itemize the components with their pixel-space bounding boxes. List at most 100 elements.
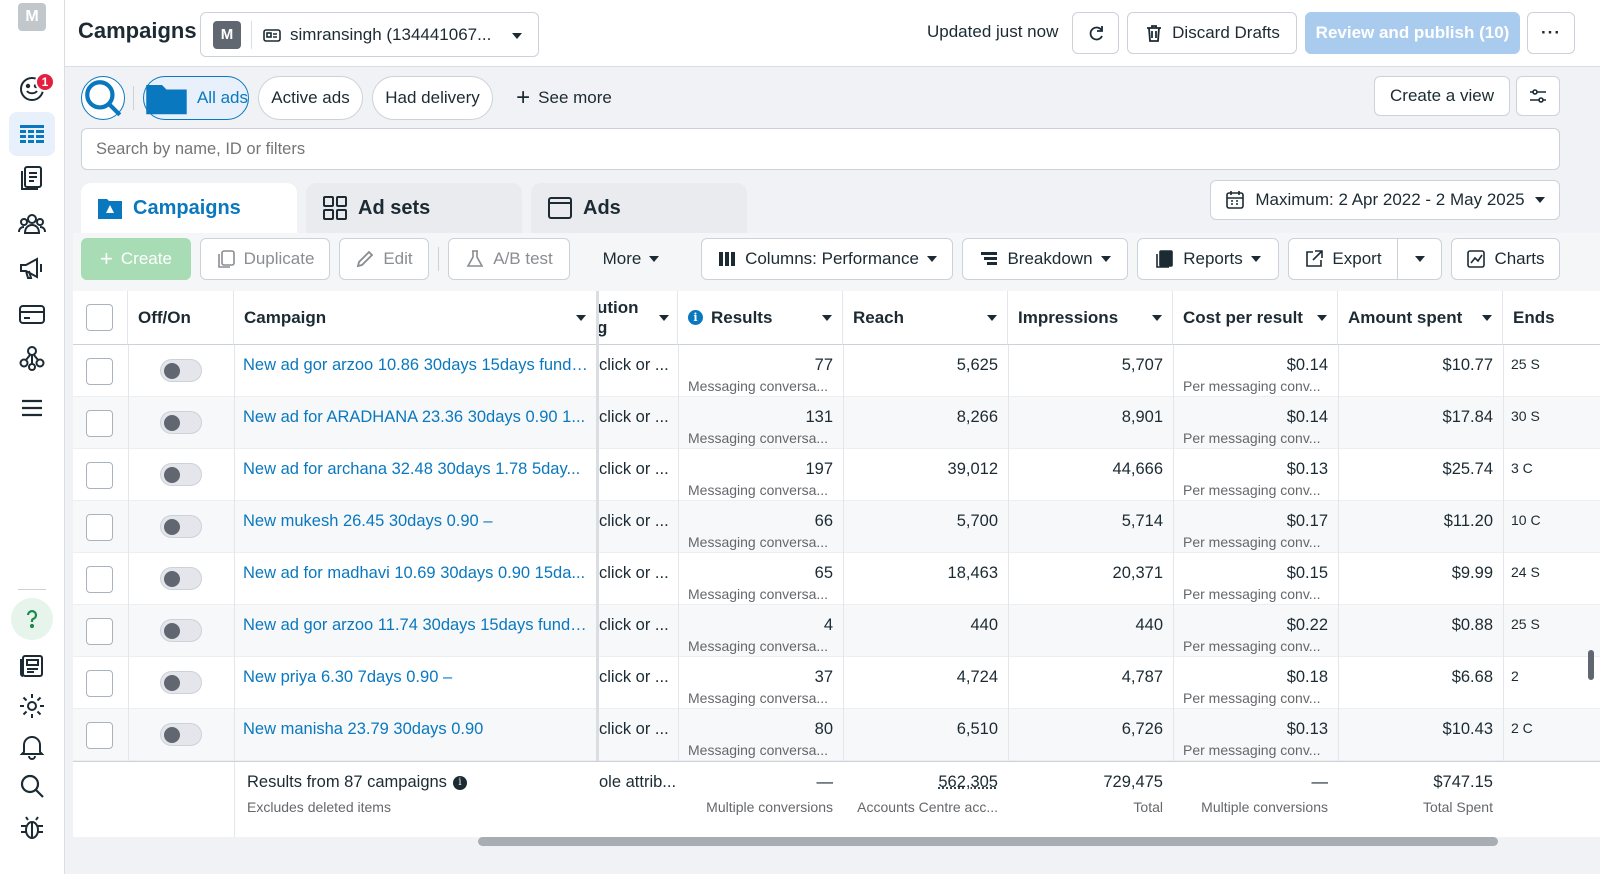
column-header-results[interactable]: i Results bbox=[678, 291, 843, 345]
column-header-attribution[interactable]: ution g bbox=[597, 291, 678, 345]
footer-summary: Results from 87 campaigns i bbox=[247, 773, 467, 792]
amount-spent-cell: $25.74 bbox=[1442, 460, 1493, 478]
pages-icon[interactable] bbox=[9, 156, 55, 200]
columns-icon bbox=[719, 252, 736, 266]
campaigns-folder-icon bbox=[98, 199, 122, 219]
create-view-button[interactable]: Create a view bbox=[1374, 76, 1510, 116]
campaign-toggle[interactable] bbox=[160, 567, 202, 590]
campaign-toggle[interactable] bbox=[160, 359, 202, 382]
row-checkbox[interactable] bbox=[86, 514, 113, 541]
export-options-button[interactable] bbox=[1397, 238, 1442, 280]
column-header-ends[interactable]: Ends bbox=[1503, 291, 1600, 345]
campaign-name-link[interactable]: New ad for archana 32.48 30days 1.78 5da… bbox=[243, 460, 581, 478]
billing-card-icon[interactable] bbox=[9, 292, 55, 336]
campaign-toggle[interactable] bbox=[160, 619, 202, 642]
column-header-reach[interactable]: Reach bbox=[843, 291, 1008, 345]
reports-button[interactable]: Reports bbox=[1137, 238, 1279, 280]
create-button[interactable]: + Create bbox=[81, 238, 191, 280]
vertical-scrollbar[interactable] bbox=[1588, 650, 1594, 680]
news-feed-icon[interactable] bbox=[9, 644, 55, 688]
campaign-toggle[interactable] bbox=[160, 671, 202, 694]
results-cell: 37 Messaging conversa... bbox=[678, 657, 843, 709]
campaign-name-link[interactable]: New ad for ARADHANA 23.36 30days 0.90 1.… bbox=[243, 408, 586, 426]
row-checkbox[interactable] bbox=[86, 566, 113, 593]
meta-logo[interactable]: M bbox=[18, 3, 46, 31]
search-input[interactable] bbox=[81, 128, 1560, 170]
row-checkbox[interactable] bbox=[86, 722, 113, 749]
filter-active-ads[interactable]: Active ads bbox=[258, 76, 363, 120]
breakdown-icon bbox=[981, 252, 998, 265]
report-bug-icon[interactable] bbox=[9, 806, 55, 850]
refresh-button[interactable] bbox=[1072, 12, 1119, 54]
columns-button[interactable]: Columns: Performance bbox=[701, 238, 953, 280]
column-separator bbox=[1338, 345, 1339, 761]
table-row[interactable]: New ad gor arzoo 11.74 30days 15days fun… bbox=[73, 605, 1600, 657]
tab-campaigns[interactable]: Campaigns bbox=[81, 183, 297, 233]
search-toggle-button[interactable] bbox=[81, 76, 125, 120]
campaign-toggle[interactable] bbox=[160, 515, 202, 538]
table-row[interactable]: New ad for madhavi 10.69 30days 0.90 15d… bbox=[73, 553, 1600, 605]
campaign-toggle[interactable] bbox=[160, 411, 202, 434]
business-network-icon[interactable] bbox=[9, 336, 55, 380]
table-row[interactable]: New ad for ARADHANA 23.36 30days 0.90 1.… bbox=[73, 397, 1600, 449]
row-checkbox[interactable] bbox=[86, 462, 113, 489]
review-and-publish-button[interactable]: Review and publish (10) bbox=[1305, 12, 1520, 54]
campaign-name-link[interactable]: New ad gor arzoo 10.86 30days 15days fun… bbox=[243, 356, 588, 374]
table-row[interactable]: New manisha 23.79 30days 0.90 click or ..… bbox=[73, 709, 1600, 761]
help-icon[interactable] bbox=[11, 598, 53, 640]
column-header-off-on[interactable]: Off/On bbox=[128, 291, 234, 345]
amount-spent-cell: $11.20 bbox=[1443, 512, 1493, 530]
settings-gear-icon[interactable] bbox=[9, 684, 55, 728]
row-checkbox[interactable] bbox=[86, 670, 113, 697]
campaign-name-link[interactable]: New mukesh 26.45 30days 0.90 – bbox=[243, 512, 493, 530]
campaigns-table-icon[interactable] bbox=[9, 112, 55, 156]
info-icon[interactable]: i bbox=[452, 775, 467, 790]
campaign-toggle[interactable] bbox=[160, 463, 202, 486]
date-range-picker[interactable]: Maximum: 2 Apr 2022 - 2 May 2025 bbox=[1210, 180, 1560, 220]
duplicate-icon bbox=[217, 250, 235, 268]
row-checkbox[interactable] bbox=[86, 618, 113, 645]
filter-all-ads[interactable]: All ads bbox=[143, 76, 249, 120]
campaign-name-link[interactable]: New ad for madhavi 10.69 30days 0.90 15d… bbox=[243, 564, 586, 582]
footer-reach[interactable]: 562,305 bbox=[938, 773, 998, 791]
results-cell: 4 Messaging conversa... bbox=[678, 605, 843, 657]
table-row[interactable]: New priya 6.30 7days 0.90 – click or ... 3… bbox=[73, 657, 1600, 709]
campaign-name-link[interactable]: New manisha 23.79 30days 0.90 bbox=[243, 720, 484, 738]
search-icon[interactable] bbox=[9, 764, 55, 808]
notifications-bell-icon[interactable] bbox=[9, 724, 55, 768]
filter-had-delivery[interactable]: Had delivery bbox=[372, 76, 493, 120]
column-header-campaign[interactable]: Campaign bbox=[234, 291, 597, 345]
breakdown-button[interactable]: Breakdown bbox=[962, 238, 1128, 280]
more-actions-button[interactable]: More bbox=[581, 238, 681, 280]
discard-drafts-button[interactable]: Discard Drafts bbox=[1127, 12, 1297, 54]
ab-test-button[interactable]: A/B test bbox=[448, 238, 570, 280]
select-all-checkbox[interactable] bbox=[86, 304, 113, 331]
table-row[interactable]: New mukesh 26.45 30days 0.90 – click or .… bbox=[73, 501, 1600, 553]
tab-ad-sets[interactable]: Ad sets bbox=[306, 183, 522, 233]
tab-ads[interactable]: Ads bbox=[531, 183, 747, 233]
audiences-icon[interactable] bbox=[9, 202, 55, 246]
duplicate-button[interactable]: Duplicate bbox=[200, 238, 330, 280]
all-tools-menu-icon[interactable] bbox=[9, 386, 55, 430]
table-row[interactable]: New ad for archana 32.48 30days 1.78 5da… bbox=[73, 449, 1600, 501]
edit-button[interactable]: Edit bbox=[339, 238, 429, 280]
export-button[interactable]: Export bbox=[1288, 238, 1398, 280]
campaign-name-link[interactable]: New priya 6.30 7days 0.90 – bbox=[243, 668, 453, 686]
column-header-amount-spent[interactable]: Amount spent bbox=[1338, 291, 1503, 345]
see-more-filters-button[interactable]: + See more bbox=[516, 84, 612, 111]
horizontal-scrollbar[interactable] bbox=[478, 837, 1498, 846]
info-icon[interactable]: i bbox=[688, 310, 703, 325]
campaign-toggle[interactable] bbox=[160, 723, 202, 746]
account-selector[interactable]: M simransingh (134441067... bbox=[200, 12, 539, 57]
advertising-megaphone-icon[interactable] bbox=[9, 246, 55, 290]
row-checkbox[interactable] bbox=[86, 358, 113, 385]
column-header-impressions[interactable]: Impressions bbox=[1008, 291, 1173, 345]
column-header-cost-per-result[interactable]: Cost per result bbox=[1173, 291, 1338, 345]
charts-button[interactable]: Charts bbox=[1451, 238, 1560, 280]
ends-cell: 25 S bbox=[1511, 616, 1540, 632]
more-options-button[interactable]: ··· bbox=[1527, 12, 1575, 54]
campaign-name-link[interactable]: New ad gor arzoo 11.74 30days 15days fun… bbox=[243, 616, 588, 634]
customize-filters-button[interactable] bbox=[1516, 76, 1560, 116]
table-row[interactable]: New ad gor arzoo 10.86 30days 15days fun… bbox=[73, 345, 1600, 397]
row-checkbox[interactable] bbox=[86, 410, 113, 437]
